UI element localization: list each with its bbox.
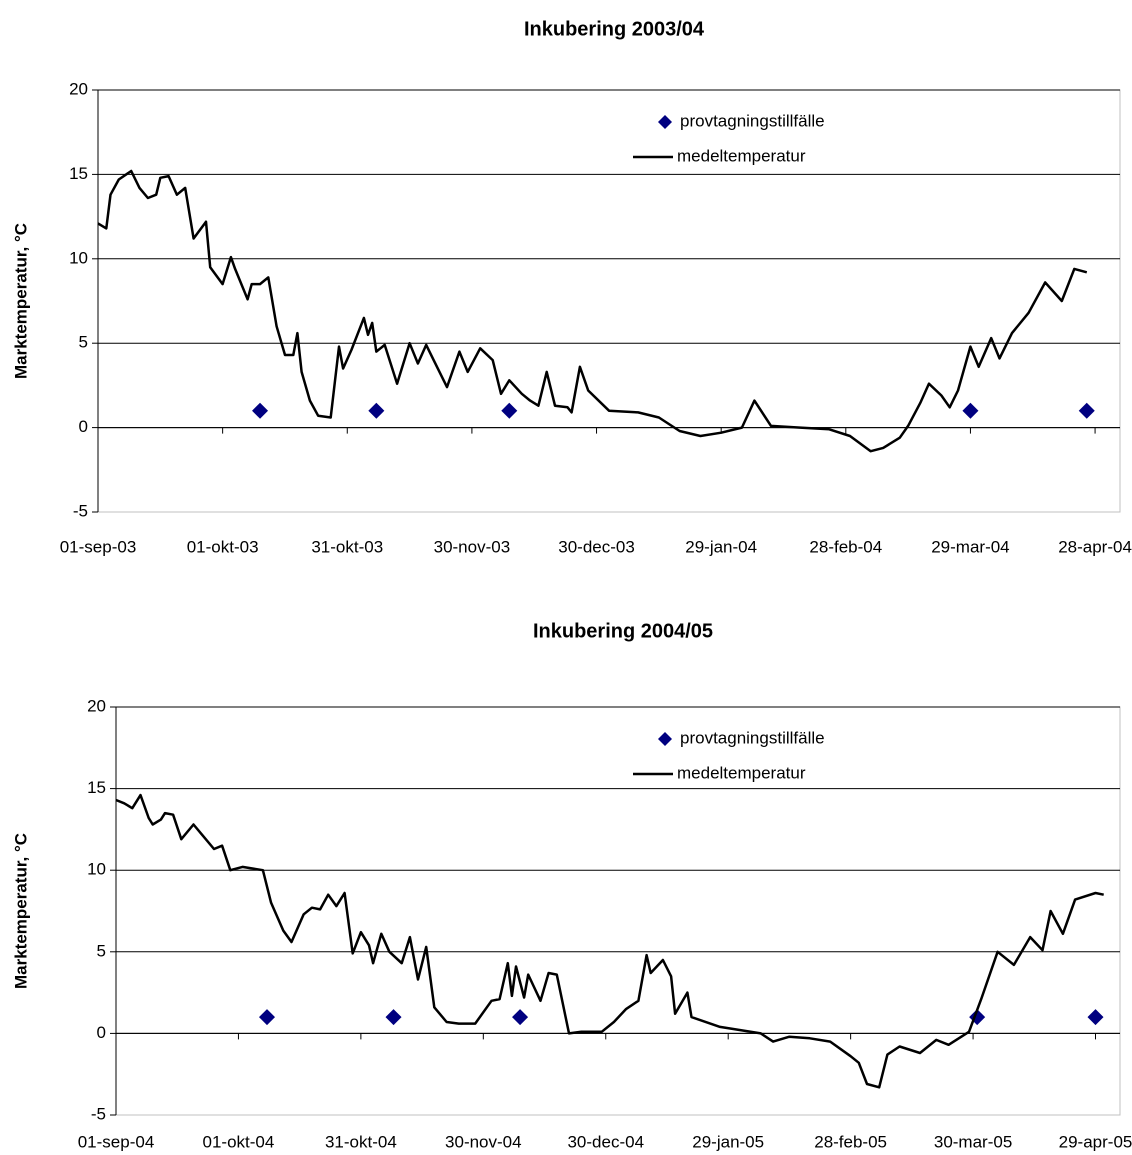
y-tick-label: 20: [69, 79, 88, 98]
legend-label: provtagningstillfälle: [680, 111, 825, 130]
legend-label: provtagningstillfälle: [680, 728, 825, 747]
x-tick-label: 30-dec-04: [567, 1132, 644, 1151]
sample-point: [501, 402, 518, 419]
y-tick-label: 15: [87, 778, 106, 797]
x-tick-label: 31-okt-03: [311, 537, 383, 556]
legend-label: medeltemperatur: [677, 763, 806, 782]
y-tick-label: 20: [87, 696, 106, 715]
chart-title: Inkubering 2004/05: [533, 620, 713, 642]
sample-point: [1078, 402, 1095, 419]
y-tick-label: 0: [79, 417, 88, 436]
temperature-line: [115, 793, 1104, 1089]
chart-title: Inkubering 2003/04: [524, 18, 705, 40]
y-tick-label: 5: [97, 941, 106, 960]
x-tick-label: 29-jan-05: [692, 1132, 764, 1151]
x-tick-label: 30-dec-03: [558, 537, 635, 556]
sample-point: [368, 402, 385, 419]
y-axis-label: Marktemperatur, °C: [11, 833, 30, 989]
y-tick-label: 5: [79, 333, 88, 352]
y-tick-label: 0: [97, 1023, 106, 1042]
sample-point: [385, 1009, 402, 1026]
sample-point: [1087, 1009, 1104, 1026]
temperature-line: [97, 169, 1088, 453]
y-tick-label: -5: [73, 501, 88, 520]
x-tick-label: 29-jan-04: [685, 537, 757, 556]
sample-point: [252, 402, 269, 419]
x-tick-label: 31-okt-04: [325, 1132, 397, 1151]
y-tick-label: 15: [69, 164, 88, 183]
x-tick-label: 29-apr-05: [1059, 1132, 1132, 1151]
x-tick-label: 30-nov-03: [434, 537, 511, 556]
sample-point: [259, 1009, 276, 1026]
plot-frame: [97, 89, 1121, 513]
x-tick-label: 01-sep-04: [78, 1132, 155, 1151]
legend-label: medeltemperatur: [677, 146, 806, 165]
x-tick-label: 30-mar-05: [934, 1132, 1012, 1151]
plot-frame: [115, 706, 1121, 1116]
x-tick-label: 01-okt-04: [203, 1132, 275, 1151]
y-tick-label: -5: [91, 1104, 106, 1123]
legend-marker: [658, 115, 672, 129]
sample-point: [962, 402, 979, 419]
x-tick-label: 28-feb-04: [809, 537, 882, 556]
x-tick-label: 28-feb-05: [814, 1132, 887, 1151]
y-tick-label: 10: [69, 248, 88, 267]
x-tick-label: 01-sep-03: [60, 537, 137, 556]
legend-marker: [658, 732, 672, 746]
x-tick-label: 29-mar-04: [931, 537, 1009, 556]
x-tick-label: 30-nov-04: [445, 1132, 522, 1151]
x-tick-label: 01-okt-03: [187, 537, 259, 556]
y-tick-label: 10: [87, 860, 106, 879]
sample-point: [512, 1009, 529, 1026]
y-axis-label: Marktemperatur, °C: [11, 223, 30, 379]
x-tick-label: 28-apr-04: [1058, 537, 1132, 556]
